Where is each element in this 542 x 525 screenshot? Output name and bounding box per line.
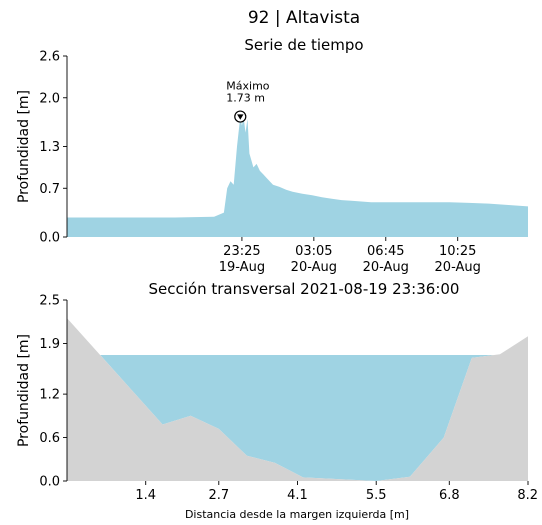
y-tick-label: 0.0 (39, 475, 60, 490)
x-tick-label: 6.8 (439, 488, 460, 503)
y-tick-label: 1.9 (39, 337, 60, 352)
depth-area-layer (67, 117, 528, 237)
cross-section-title: Sección transversal 2021-08-19 23:36:00 (149, 280, 460, 298)
cross-section-area-layer (67, 318, 528, 481)
time-series-chart: 0.00.71.32.02.623:2519-Aug03:0520-Aug06:… (16, 50, 528, 276)
cross-section-chart: 0.0 0.6 1.2 1.9 2.5 1.4 2.7 4.1 5.5 6.8 8.2 Profun… (16, 294, 538, 522)
y-tick-label: 0.6 (39, 431, 60, 446)
x-tick-label-date: 20-Aug (363, 260, 409, 275)
y-tick-label: 0.0 (39, 231, 60, 246)
y-tick-label: 0.7 (39, 182, 60, 197)
x-tick-label: 1.4 (135, 488, 156, 503)
cross-section-y-axis-label: Profundidad [m] (16, 334, 32, 447)
x-tick-label-date: 20-Aug (435, 260, 481, 275)
maximum-annotation-layer: Máximo 1.73 m (226, 80, 270, 123)
x-tick-label-time: 23:25 (223, 244, 260, 259)
y-tick-label: 1.3 (39, 140, 60, 155)
depth-series-area (67, 117, 528, 237)
figure-title: 92 | Altavista (248, 8, 360, 28)
x-tick-label: 8.2 (517, 488, 538, 503)
y-tick-label: 2.6 (39, 50, 60, 65)
y-tick-label: 1.2 (39, 388, 60, 403)
x-tick-label: 2.7 (208, 488, 229, 503)
maximum-value-label: 1.73 m (226, 92, 265, 105)
x-tick-label-time: 03:05 (295, 244, 332, 259)
y-tick-label: 2.0 (39, 91, 60, 106)
time-series-title: Serie de tiempo (244, 36, 363, 54)
cross-section-x-axis-label: Distancia desde la margen izquierda [m] (185, 508, 409, 521)
x-tick-label: 5.5 (366, 488, 387, 503)
y-tick-label: 2.5 (39, 294, 60, 309)
x-tick-label: 4.1 (287, 488, 308, 503)
x-tick-label-date: 20-Aug (291, 260, 337, 275)
time-series-y-axis-label: Profundidad [m] (16, 90, 32, 203)
x-tick-label-time: 10:25 (439, 244, 476, 259)
x-tick-label-date: 19-Aug (219, 260, 265, 275)
x-tick-label-time: 06:45 (367, 244, 404, 259)
